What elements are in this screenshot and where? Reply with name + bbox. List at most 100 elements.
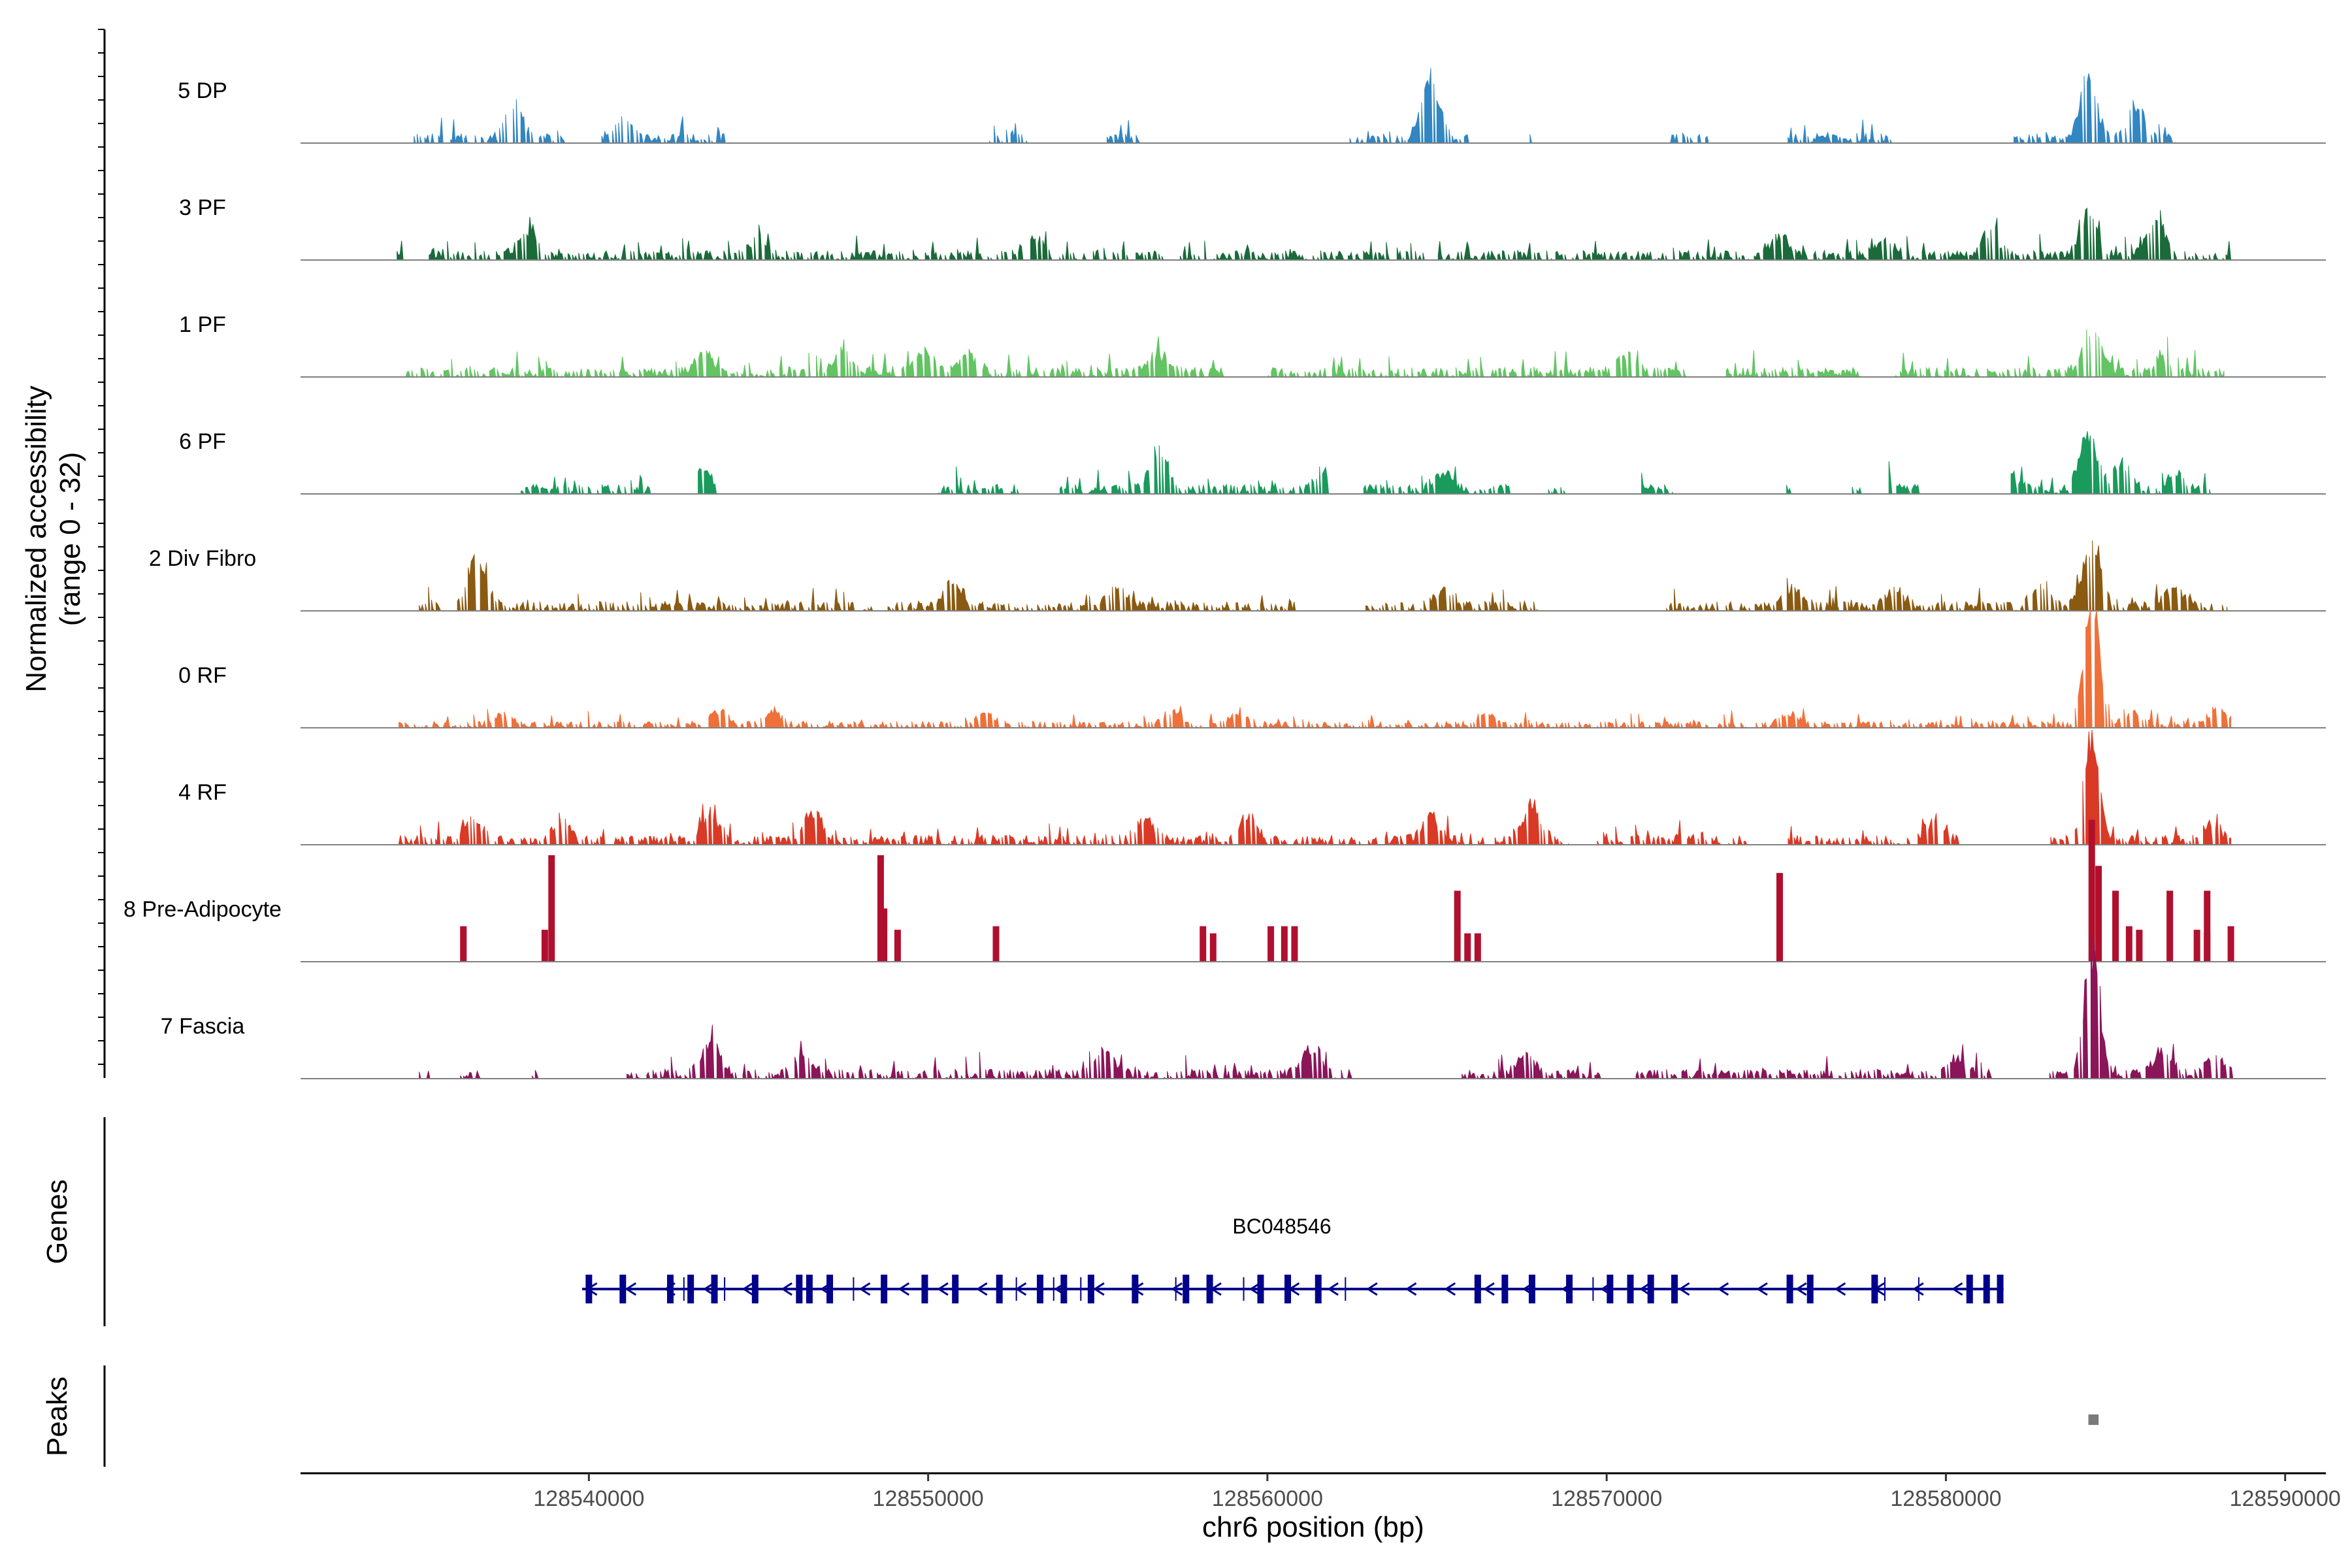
gene-exon (921, 1275, 928, 1303)
gene-exon (1997, 1275, 2004, 1303)
coverage-bar (1281, 926, 1288, 962)
strand-arrow (1444, 1282, 1456, 1296)
gene-exon (1183, 1275, 1190, 1303)
coverage-area (397, 207, 2232, 261)
coverage-bar (881, 908, 888, 962)
x-tick-label: 128590000 (2230, 1486, 2341, 1511)
gene-exon (1257, 1275, 1264, 1303)
coverage-bar (1209, 933, 1217, 962)
coverage-area (419, 936, 2234, 1080)
x-axis-title: chr6 position (bp) (1202, 1511, 1424, 1543)
strand-arrow (625, 1282, 637, 1296)
gene-exon (1284, 1275, 1292, 1303)
strand-arrow (781, 1282, 792, 1296)
x-tick-label: 128560000 (1212, 1486, 1323, 1511)
gene-exon (1501, 1275, 1509, 1303)
strand-arrow (1795, 1282, 1807, 1296)
peak-regions (2088, 1414, 2099, 1425)
gene-exon (1036, 1275, 1043, 1303)
gene-exon (952, 1275, 959, 1303)
gene-exon (1315, 1275, 1322, 1303)
strand-arrow (1249, 1282, 1261, 1296)
coverage-bar (1454, 890, 1461, 962)
gene-exon (826, 1275, 834, 1303)
coverage-bar (2136, 930, 2143, 962)
gene-exon (1607, 1275, 1614, 1303)
gene-exon (996, 1275, 1003, 1303)
coverage-bar (2204, 890, 2211, 962)
coverage-bar (1464, 933, 1471, 962)
gene-model (581, 1275, 2004, 1303)
strand-arrow (1756, 1282, 1768, 1296)
coverage-bar (2166, 890, 2174, 962)
x-axis-ticks: 128540000 128550000 128560000 128570000 1285… (533, 1473, 2341, 1511)
gene-exon (1206, 1275, 1213, 1303)
coverage-bar (1776, 873, 1783, 962)
strand-arrow (1951, 1282, 1963, 1296)
x-tick-label: 128540000 (533, 1486, 644, 1511)
gene-exon (1132, 1275, 1139, 1303)
strand-arrow (1717, 1282, 1729, 1296)
track-label: 6 PF (179, 429, 226, 454)
gene-exon (1983, 1275, 1990, 1303)
coverage-area (399, 610, 2232, 729)
strand-arrow (1093, 1282, 1105, 1296)
gene-exon (1087, 1275, 1094, 1303)
gene-exon (1060, 1275, 1068, 1303)
coverage-bar (1267, 926, 1275, 962)
track-label: 5 DP (178, 78, 227, 103)
strand-arrow (1678, 1282, 1690, 1296)
coverage-bar (541, 930, 548, 962)
strand-arrow (1639, 1282, 1651, 1296)
peaks-section-label: Peaks (41, 1377, 73, 1456)
gene-label: BC048546 (1232, 1215, 1331, 1238)
gene-exon (585, 1275, 593, 1303)
track-label: 1 PF (179, 312, 226, 337)
coverage-area (405, 329, 2225, 378)
x-tick-label: 128570000 (1551, 1486, 1662, 1511)
coverage-bar (894, 930, 901, 962)
strand-arrow (898, 1282, 910, 1296)
coverage-area (414, 68, 2178, 144)
gene-exon (1627, 1275, 1634, 1303)
gene-exon (1566, 1275, 1573, 1303)
coverage-area (521, 431, 2212, 495)
coverage-bar (1474, 933, 1481, 962)
coverage-bar (1291, 926, 1298, 962)
strand-arrow (742, 1282, 754, 1296)
coverage-bar (2112, 890, 2119, 962)
track-label: 8 Pre-Adipocyte (123, 897, 282, 922)
gene-exon (666, 1275, 674, 1303)
strand-arrow (937, 1282, 949, 1296)
coverage-bar (2095, 866, 2102, 962)
strand-arrow (1483, 1282, 1495, 1296)
gene-exon (796, 1275, 803, 1303)
x-tick-label: 128550000 (873, 1486, 984, 1511)
strand-arrow (975, 1282, 988, 1296)
gene-exon (619, 1275, 627, 1303)
coverage-bar (460, 926, 467, 962)
strand-arrow (858, 1282, 871, 1296)
gene-exon (687, 1275, 694, 1303)
strand-arrow (1405, 1282, 1417, 1296)
track-label: 7 Fascia (161, 1014, 245, 1039)
coverage-bar (1200, 926, 1207, 962)
gene-exon (1647, 1275, 1654, 1303)
coverage-bar (2193, 930, 2200, 962)
coverage-bar (548, 855, 555, 962)
gene-exon (1966, 1275, 1973, 1303)
gene-exon (751, 1275, 759, 1303)
gene-exon (881, 1275, 888, 1303)
strand-arrow (702, 1282, 715, 1296)
y-axis-title: Normalized accessibility (20, 385, 52, 692)
coverage-bar (2125, 926, 2132, 962)
strand-arrow (1366, 1282, 1378, 1296)
peak-region (2088, 1414, 2099, 1425)
gene-exon (1806, 1275, 1814, 1303)
strand-arrow (1912, 1282, 1924, 1296)
genes-section-label: Genes (41, 1179, 73, 1264)
strand-arrow (1327, 1282, 1339, 1296)
gene-exon (1786, 1275, 1793, 1303)
track-label: 3 PF (179, 195, 226, 220)
